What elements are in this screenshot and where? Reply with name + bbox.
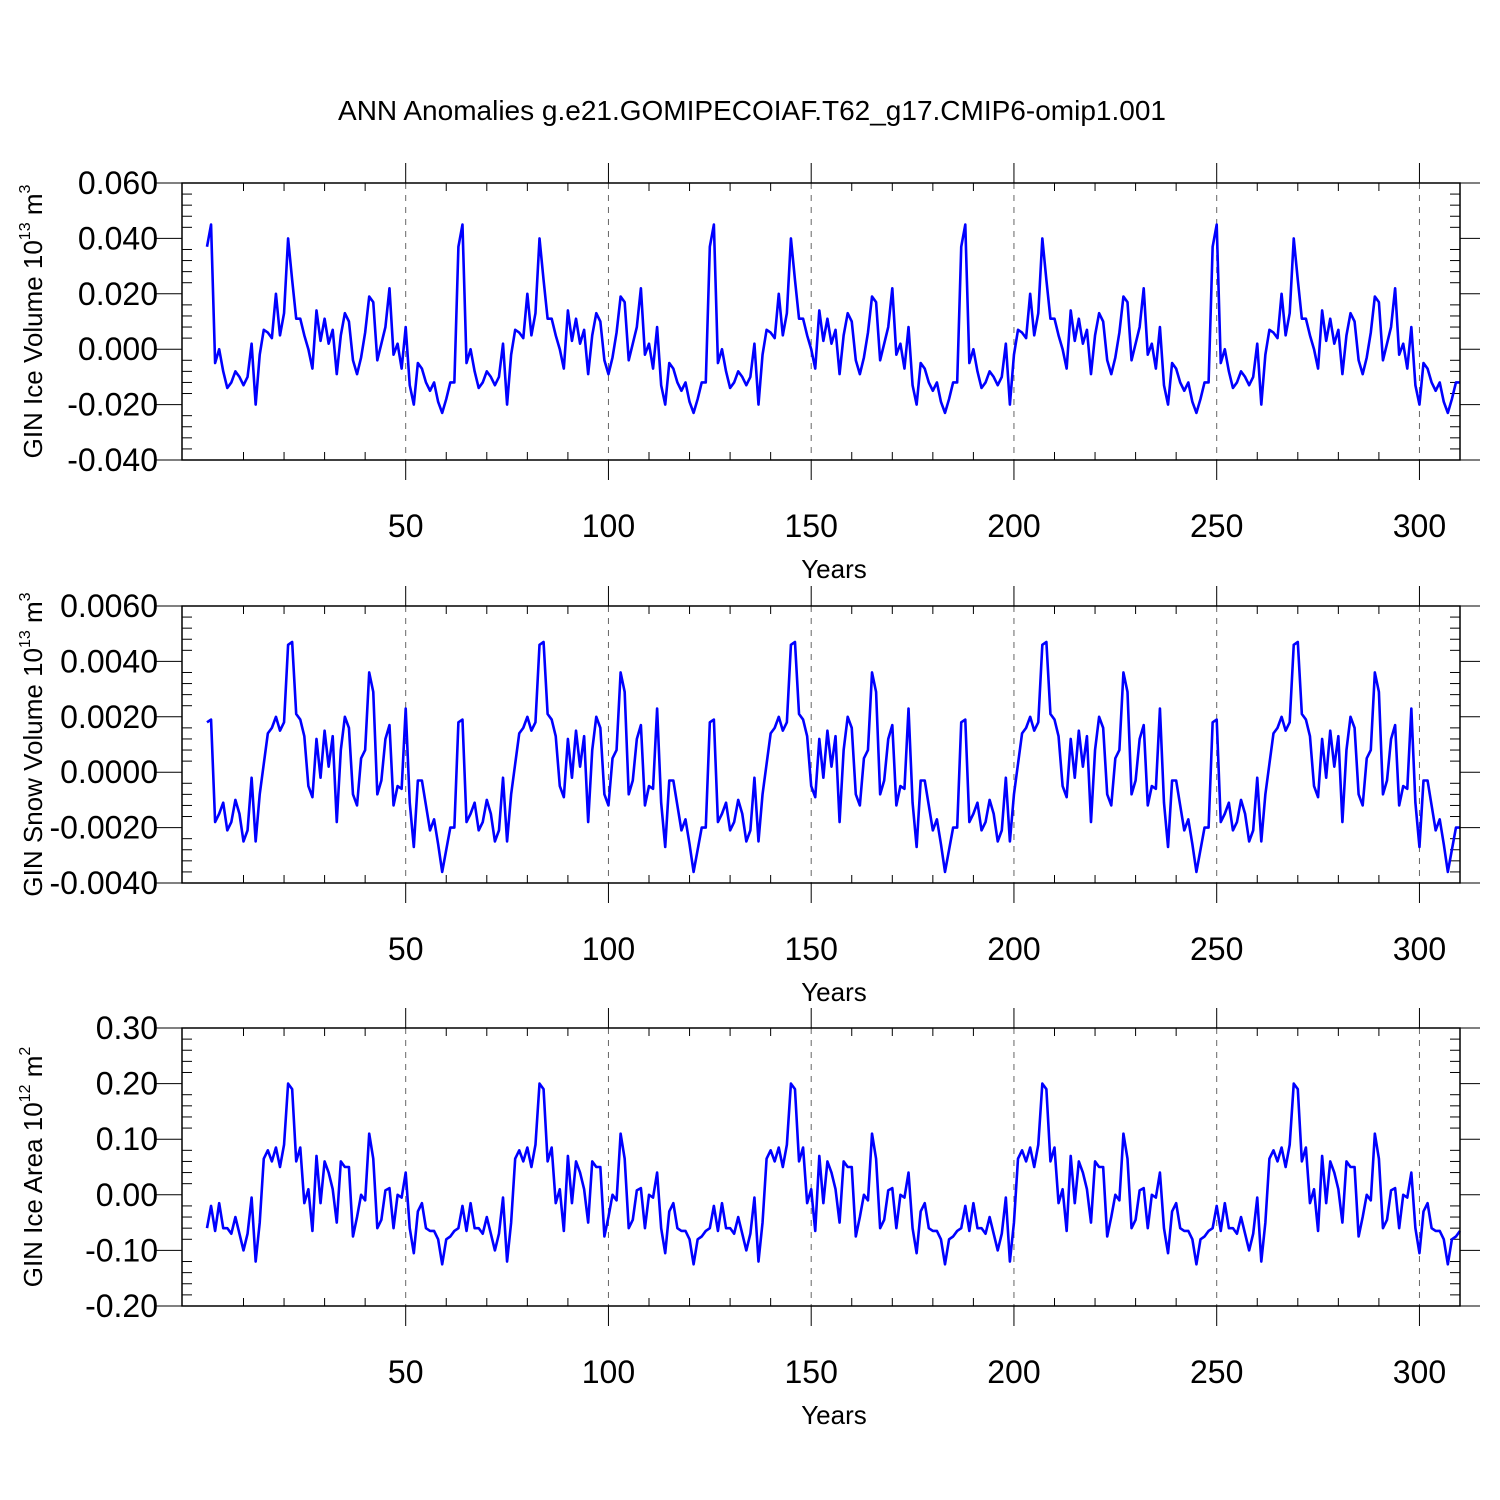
plot-frame [181, 1027, 1461, 1307]
x-tick-label: 200 [987, 1354, 1040, 1390]
y-axis-title: GIN Snow Volume 1013 m3 [17, 592, 48, 896]
x-tick-label: 200 [987, 508, 1040, 544]
x-tick-label: 300 [1393, 931, 1446, 967]
y-tick-label: 0.0000 [60, 754, 158, 790]
x-tick-label: 150 [785, 1354, 838, 1390]
y-tick-label: -0.040 [67, 442, 158, 478]
x-tick-label: 150 [785, 931, 838, 967]
x-axis-title: Years [801, 1400, 867, 1430]
x-tick-label: 100 [582, 1354, 635, 1390]
panel-2: -0.0040 -0.0020 0.0000 0.0020 0.0040 0.0060 50… [17, 586, 1480, 1007]
x-tick-label: 100 [582, 931, 635, 967]
series-line [206, 640, 1460, 874]
panel-1: -0.040 -0.020 0.000 0.020 0.040 0.060 50 100 150… [17, 163, 1480, 584]
y-tick-label: 0.060 [78, 165, 158, 201]
panel-3: -0.20 -0.10 0.00 0.10 0.20 0.30 50 100 150 200 250… [17, 1008, 1480, 1430]
y-tick-label: 0.00 [96, 1177, 158, 1213]
x-tick-label: 250 [1190, 508, 1243, 544]
plot-frame [181, 605, 1461, 884]
y-tick-label: 0.0060 [60, 588, 158, 624]
y-tick-label: 0.0040 [60, 643, 158, 679]
y-tick-label: -0.20 [85, 1288, 158, 1324]
y-tick-label: 0.0020 [60, 699, 158, 735]
y-tick-label: 0.000 [78, 331, 158, 367]
x-tick-label: 50 [388, 931, 424, 967]
series-line [205, 1082, 1462, 1266]
y-tick-label: 0.20 [96, 1066, 158, 1102]
x-tick-label: 300 [1393, 508, 1446, 544]
y-axis-title: GIN Ice Volume 1013 m3 [17, 184, 48, 458]
x-tick-label: 200 [987, 931, 1040, 967]
x-tick-label: 250 [1190, 1354, 1243, 1390]
x-tick-label: 100 [582, 508, 635, 544]
y-tick-label: -0.020 [67, 387, 158, 423]
y-axis-title: GIN Ice Area 1012 m2 [17, 1047, 48, 1288]
x-tick-label: 50 [388, 508, 424, 544]
x-tick-label: 300 [1393, 1354, 1446, 1390]
y-tick-label: 0.10 [96, 1121, 158, 1157]
y-tick-label: -0.10 [85, 1232, 158, 1268]
x-tick-label: 250 [1190, 931, 1243, 967]
series-line [205, 223, 1460, 415]
x-axis-title: Years [801, 554, 867, 584]
y-tick-label: -0.0020 [49, 810, 158, 846]
chart-title: ANN Anomalies g.e21.GOMIPECOIAF.T62_g17.… [338, 95, 1166, 126]
x-tick-label: 50 [388, 1354, 424, 1390]
y-tick-label: 0.30 [96, 1010, 158, 1046]
y-tick-label: 0.040 [78, 220, 158, 256]
x-axis-title: Years [801, 977, 867, 1007]
y-tick-label: 0.020 [78, 276, 158, 312]
y-tick-label: -0.0040 [49, 865, 158, 901]
plot-frame [181, 182, 1461, 461]
x-tick-label: 150 [785, 508, 838, 544]
